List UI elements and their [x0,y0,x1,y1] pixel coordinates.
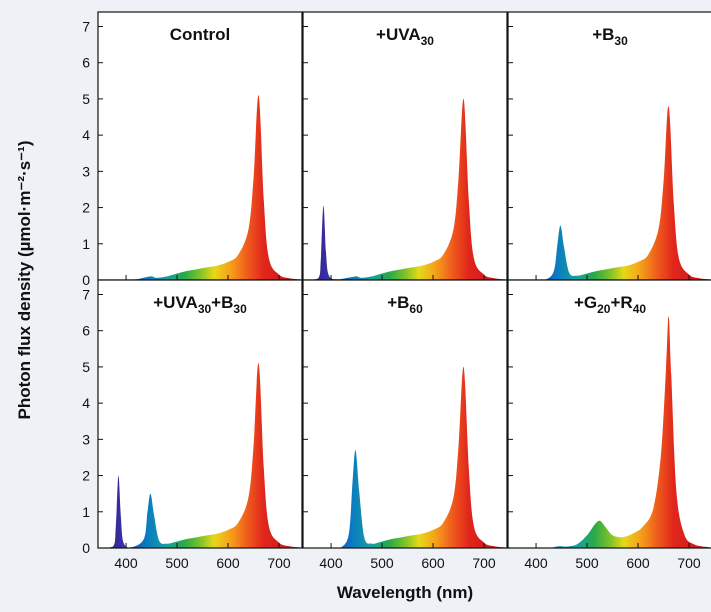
x-tick-label: 700 [267,555,291,571]
y-tick-label: 4 [82,395,90,411]
y-tick-label: 4 [82,127,90,143]
panel-1: 0 1 2 3 4 5 6 7 Control [82,11,303,288]
x-tick-label: 700 [472,555,496,571]
spectrum-area [305,366,505,548]
y-tick-label: 0 [82,540,90,556]
x-tick-label: 700 [677,555,701,571]
panel-frame [302,279,508,549]
panel-3: +B30 [507,11,711,281]
y-tick-label: 6 [82,55,90,71]
y-tick-label: 5 [82,359,90,375]
panel-background [303,12,507,280]
x-tick-label: 400 [114,555,138,571]
panel-title: +B60 [387,293,423,316]
x-tick-label: 600 [421,555,445,571]
spectrum-area [510,316,710,548]
x-tick-label: 600 [626,555,650,571]
panel-frame [507,279,711,549]
y-tick-label: 3 [82,431,90,447]
panel-background [508,280,711,548]
panel-title: +UVA30+B30 [153,293,247,316]
spectrum-area [100,95,300,280]
x-tick-label: 500 [165,555,189,571]
panel-2: +UVA30 [302,11,508,281]
y-tick-label: 0 [82,272,90,288]
x-tick-label: 400 [524,555,548,571]
panel-title: +G20+R40 [574,293,646,316]
panel-5: 400 500 600 700 +B60 [302,279,508,571]
panel-6: 400 500 600 700 +G20+R40 [507,279,711,571]
spectrum-area [100,363,300,548]
panel-frame [97,279,303,549]
x-tick-label: 500 [575,555,599,571]
panel-background [98,280,302,548]
y-tick-label: 2 [82,200,90,216]
panel-title: +B30 [592,25,628,48]
x-tick-label: 400 [319,555,343,571]
y-tick-label: 5 [82,91,90,107]
spectrum-area [305,98,505,280]
y-tick-label: 1 [82,504,90,520]
spectrum-area [510,106,710,280]
panel-title: Control [170,25,230,44]
x-tick-label: 500 [370,555,394,571]
panel-4: 0 1 2 3 4 5 6 7 400 500 600 700 +UVA30+B30 [82,279,303,571]
x-axis-title: Wavelength (nm) [337,583,473,602]
panel-background [98,12,302,280]
panel-background [303,280,507,548]
y-tick-label: 7 [82,286,90,302]
y-axis-title: Photon flux density (µmol·m⁻²·s⁻¹) [15,141,34,420]
y-tick-label: 3 [82,163,90,179]
y-tick-label: 2 [82,468,90,484]
panel-title: +UVA30 [376,25,434,48]
y-tick-label: 1 [82,236,90,252]
y-tick-label: 7 [82,18,90,34]
panel-background [508,12,711,280]
x-tick-label: 600 [216,555,240,571]
y-tick-label: 6 [82,323,90,339]
